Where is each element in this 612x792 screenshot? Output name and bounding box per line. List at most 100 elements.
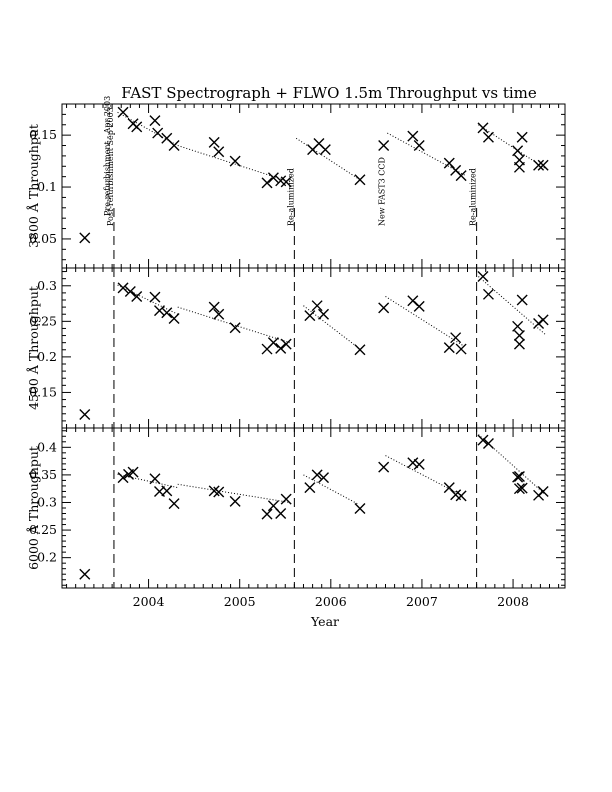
data-point xyxy=(280,176,292,188)
data-point xyxy=(354,503,366,515)
x-tick-label: 2005 xyxy=(224,594,256,609)
data-point xyxy=(208,301,220,313)
data-point xyxy=(267,337,279,349)
fit-line xyxy=(117,284,178,315)
data-point xyxy=(482,437,494,449)
y-tick-label: 0.4 xyxy=(37,439,57,454)
y-axis-label: 3800 Å Throughput xyxy=(26,124,41,248)
fit-line xyxy=(303,474,359,505)
x-tick-label: 2004 xyxy=(133,594,165,609)
fit-line xyxy=(385,296,464,346)
data-point xyxy=(477,271,489,283)
data-point xyxy=(161,307,173,319)
chart-title: FAST Spectrograph + FLWO 1.5m Throughput… xyxy=(121,84,537,102)
data-point xyxy=(512,320,524,332)
fit-line xyxy=(295,137,361,181)
data-point xyxy=(537,485,549,497)
data-point xyxy=(213,486,225,498)
data-point xyxy=(267,172,279,184)
data-point xyxy=(413,300,425,312)
data-point xyxy=(516,482,528,494)
data-point xyxy=(117,106,129,118)
y-tick-label: 0.2 xyxy=(37,349,57,364)
data-point xyxy=(455,170,467,182)
data-point xyxy=(149,291,161,303)
data-point xyxy=(413,458,425,470)
y-tick-label: 0.35 xyxy=(29,467,57,482)
data-point xyxy=(229,495,241,507)
data-point xyxy=(149,115,161,127)
x-axis-label: Year xyxy=(310,614,339,629)
y-axis-label: 6000 Å Throughput xyxy=(26,446,41,570)
data-point xyxy=(407,457,419,469)
data-point xyxy=(208,485,220,497)
y-tick-label: 0.05 xyxy=(29,231,57,246)
data-point xyxy=(152,127,164,139)
data-point xyxy=(275,342,287,354)
data-point xyxy=(79,568,91,580)
y-tick-label: 0.2 xyxy=(37,550,57,565)
event-label: Post-refurbishment Sep 2003- xyxy=(106,104,115,226)
x-tick-label: 2007 xyxy=(406,594,438,609)
data-point xyxy=(378,140,390,152)
data-point xyxy=(513,483,525,495)
x-tick-label: 2008 xyxy=(497,594,529,609)
data-point xyxy=(513,330,525,342)
data-point xyxy=(280,493,292,505)
data-point xyxy=(354,174,366,186)
y-tick-label: 0.25 xyxy=(29,313,57,328)
panel-frame xyxy=(61,427,566,589)
data-point xyxy=(477,122,489,134)
data-point xyxy=(79,232,91,244)
data-point xyxy=(513,161,525,173)
data-point xyxy=(261,177,273,189)
data-point xyxy=(516,294,528,306)
data-point xyxy=(443,342,455,354)
data-point xyxy=(513,471,525,483)
data-point xyxy=(213,308,225,320)
pre-refurbishment-label: Pre-refurbishment - Apr 2003 xyxy=(103,96,112,216)
data-point xyxy=(79,408,91,420)
data-point xyxy=(208,136,220,148)
data-point xyxy=(318,472,330,484)
fit-line xyxy=(177,306,290,344)
data-point xyxy=(319,144,331,156)
data-point xyxy=(455,490,467,502)
y-tick-label: 0.15 xyxy=(29,384,57,399)
data-point xyxy=(354,344,366,356)
data-point xyxy=(168,312,180,324)
data-point xyxy=(482,288,494,300)
data-point xyxy=(516,131,528,143)
data-point xyxy=(407,130,419,142)
data-point xyxy=(455,343,467,355)
fit-line xyxy=(117,473,178,489)
data-point xyxy=(124,285,136,297)
data-point xyxy=(261,508,273,520)
fit-line xyxy=(478,276,546,335)
data-point xyxy=(229,155,241,167)
y-tick-label: 0.3 xyxy=(37,278,57,293)
event-label: Re-aluminized xyxy=(286,168,295,226)
event-label: New FAST3 CCD xyxy=(377,157,386,226)
event-label: Re-aluminized xyxy=(469,168,478,226)
data-point xyxy=(378,302,390,314)
data-point xyxy=(378,461,390,473)
data-point xyxy=(477,434,489,446)
data-point xyxy=(168,140,180,152)
y-tick-label: 0.3 xyxy=(37,494,57,509)
x-tick-label: 2006 xyxy=(315,594,347,609)
data-point xyxy=(513,338,525,350)
data-point xyxy=(229,322,241,334)
data-point xyxy=(275,508,287,520)
data-point xyxy=(131,121,143,133)
data-point xyxy=(533,159,545,171)
data-point xyxy=(117,472,129,484)
panel-frame xyxy=(61,267,566,429)
fit-line xyxy=(177,483,290,503)
y-tick-label: 0.25 xyxy=(29,522,57,537)
